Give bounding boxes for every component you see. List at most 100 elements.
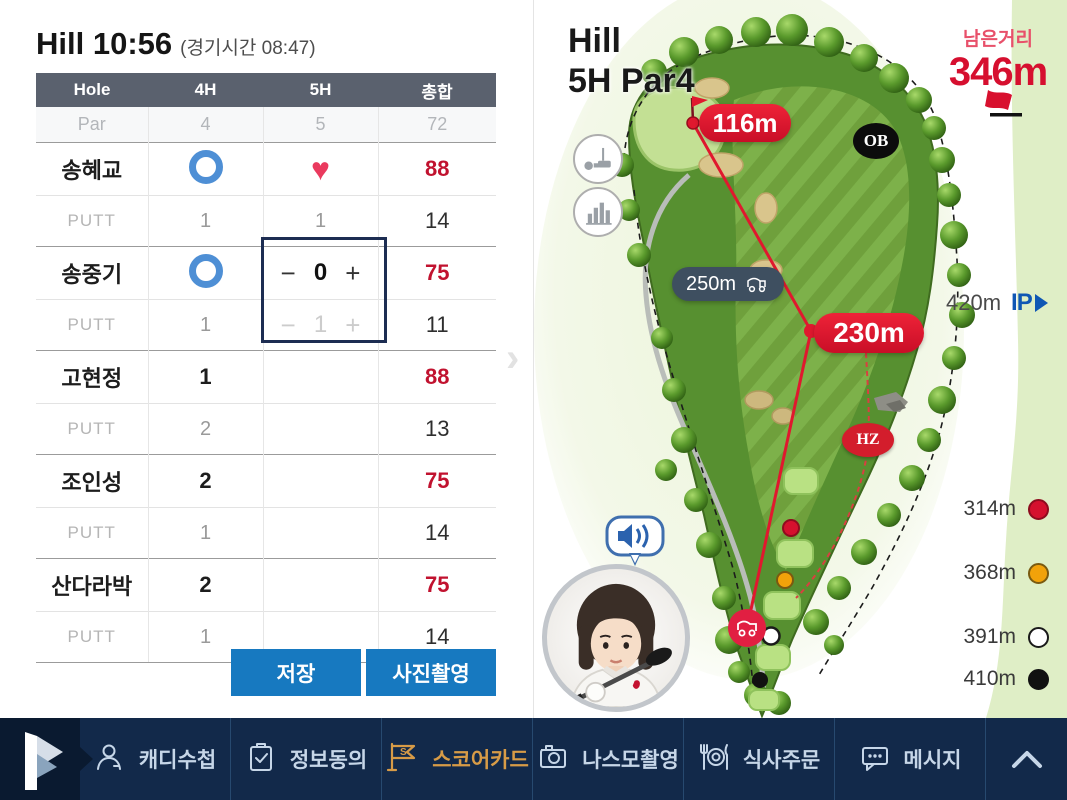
score-cell[interactable]: ♥ [262, 142, 378, 196]
stepper-value: 0 [313, 259, 328, 286]
score-value: 2 [199, 572, 212, 597]
chevron-up-icon [1011, 751, 1042, 768]
score-cell[interactable]: −0 + [262, 246, 378, 300]
remaining-flag-icon [985, 90, 1022, 117]
score-heart-icon: ♥ [311, 151, 330, 187]
legend-dot-icon [1028, 562, 1049, 584]
nav-item-label: 나스모촬영 [582, 749, 679, 772]
nav-meal-order[interactable]: 식사주문 [684, 718, 835, 800]
cart-position-marker[interactable] [728, 609, 766, 647]
putt-score-cell[interactable]: 2 [147, 403, 263, 455]
scorecard-icon: S [385, 740, 419, 779]
nav-item-label: 식사주문 [742, 749, 821, 772]
score-cell[interactable] [262, 454, 378, 508]
score-circle-icon [188, 253, 223, 288]
meal-order-icon [698, 741, 730, 778]
legend-row: 391m [963, 622, 1049, 652]
score-cell[interactable] [262, 350, 378, 404]
remaining-distance: 남은거리 346m [942, 24, 1054, 93]
player-row: 산다라박 2 75 [36, 558, 496, 612]
rocks [874, 392, 908, 412]
player-name: 고현정 [36, 350, 148, 404]
player-row: 송중기 −0 +75 [36, 246, 496, 300]
putt-score-cell[interactable]: 1 [147, 299, 263, 351]
nav-consent[interactable]: 정보동의 [231, 718, 382, 800]
pin-flag [686, 96, 708, 130]
trees [610, 14, 975, 715]
speaker-icon [618, 524, 649, 548]
putt-score-cell[interactable]: −1 + [262, 299, 378, 351]
putt-total: 13 [377, 403, 496, 455]
putt-score-cell[interactable]: 1 [147, 195, 263, 247]
nav-message[interactable]: 메시지 [835, 718, 986, 800]
col-hole: Hole [36, 73, 148, 107]
hole-time-title: Hill 10:56 [36, 26, 173, 61]
nav-swing-camera[interactable]: 나스모촬영 [533, 718, 684, 800]
putt-row: PUTT 1 1 14 [36, 195, 496, 247]
app-logo[interactable] [0, 718, 93, 800]
tee-markers [752, 519, 800, 688]
putt-label: PUTT [36, 299, 148, 351]
play-time: (경기시간 08:47) [180, 38, 316, 59]
putt-score-cell[interactable]: 1 [147, 507, 263, 559]
golf-cart-icon [747, 277, 766, 293]
putt-row: PUTT 2 13 [36, 403, 496, 455]
save-button[interactable]: 저장 [231, 649, 361, 696]
nav-caddie-notebook[interactable]: 캐디수첩 [80, 718, 231, 800]
consent-icon [245, 741, 277, 778]
caddie-avatar[interactable] [542, 564, 690, 712]
stepper-minus-button[interactable]: − [280, 257, 296, 288]
score-cell[interactable] [147, 246, 263, 300]
legend-row: 410m [963, 664, 1049, 694]
map-hole-name: Hill [568, 22, 621, 60]
par-total: 72 [377, 107, 496, 143]
green-view-button[interactable] [573, 134, 623, 184]
cart-distance-pill: 250m [672, 267, 785, 301]
legend-dot-icon [1028, 626, 1049, 648]
nav-scorecard[interactable]: S 스코어카드 [382, 718, 533, 800]
player-total: 75 [377, 454, 496, 508]
par-5h: 5 [262, 107, 378, 143]
putt-label: PUTT [36, 507, 148, 559]
svg-text:S: S [400, 747, 407, 758]
player-total: 75 [377, 558, 496, 612]
bar-chart-icon [586, 202, 612, 225]
player-name: 조인성 [36, 454, 148, 508]
voice-bubble[interactable] [604, 514, 668, 573]
par-label: Par [36, 107, 148, 143]
putting-machine-icon [584, 147, 611, 171]
putt-total: 14 [377, 195, 496, 247]
putt-label: PUTT [36, 611, 148, 663]
stats-button[interactable] [573, 187, 623, 237]
player-row: 고현정 1 88 [36, 350, 496, 404]
adjacent-hole-strip [986, 0, 1067, 718]
collapse-nav-button[interactable] [986, 718, 1067, 800]
stepper-minus-button[interactable]: − [280, 309, 296, 340]
score-cell[interactable]: 2 [147, 454, 263, 508]
col-5h: 5H [263, 73, 378, 107]
putt-score-cell[interactable] [262, 403, 378, 455]
score-cell[interactable] [147, 142, 263, 196]
bottom-navbar: 캐디수첩 정보동의 S 스코어카드 나스모촬영 식사주문 메시지 [0, 718, 1067, 800]
stepper-plus-button[interactable]: + [345, 257, 361, 288]
player-total: 88 [377, 142, 496, 196]
score-value: 2 [199, 468, 212, 493]
nav-item-label: 캐디수첩 [138, 749, 217, 772]
putt-score-cell[interactable]: 1 [262, 195, 378, 247]
photo-button[interactable]: 사진촬영 [366, 649, 496, 696]
putt-stepper: −1 + [265, 310, 377, 341]
legend-distance: 410m [963, 667, 1016, 690]
score-cell[interactable]: 2 [147, 558, 263, 612]
legend-row: 368m [963, 558, 1049, 588]
page-title: Hill 10:56 (경기시간 08:47) [36, 26, 316, 62]
col-4h: 4H [148, 73, 263, 107]
ip-marker: 420m IP [946, 289, 1048, 317]
legend-dot-icon [1028, 668, 1049, 690]
player-total: 75 [377, 246, 496, 300]
putt-score-cell[interactable] [262, 507, 378, 559]
score-cell[interactable]: 1 [147, 350, 263, 404]
score-cell[interactable] [262, 558, 378, 612]
stepper-plus-button[interactable]: + [345, 309, 361, 340]
player-name: 송혜교 [36, 142, 148, 196]
next-hole-chevron-icon[interactable]: › [506, 336, 520, 380]
